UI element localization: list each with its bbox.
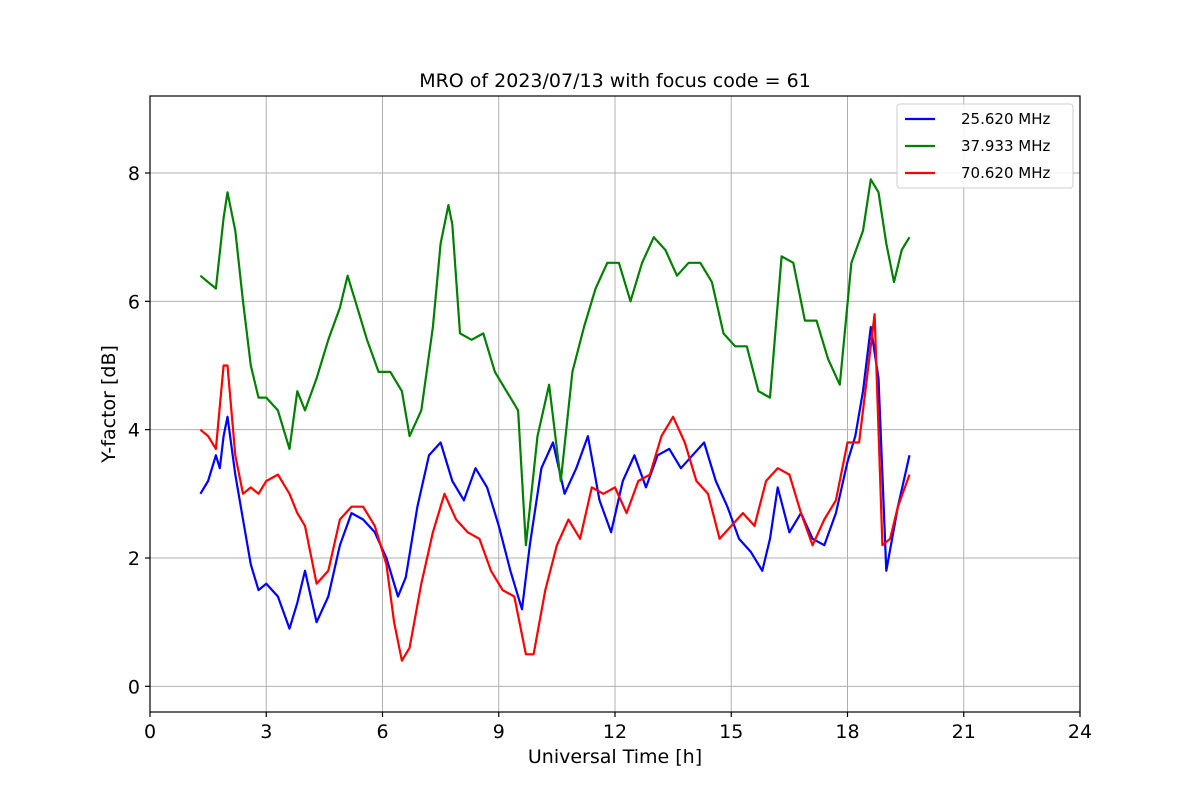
legend-box bbox=[896, 103, 1074, 189]
y-tick-label: 0 bbox=[128, 676, 140, 698]
legend-label: 25.620 MHz bbox=[961, 110, 1050, 128]
x-tick-label: 21 bbox=[952, 721, 976, 743]
x-axis-label: Universal Time [h] bbox=[528, 746, 702, 768]
legend: 25.620 MHz 37.933 MHz 70.620 MHz bbox=[896, 103, 1074, 189]
y-tick-label: 2 bbox=[128, 548, 140, 570]
x-tick-label: 24 bbox=[1068, 721, 1092, 743]
legend-label: 70.620 MHz bbox=[961, 164, 1050, 182]
y-tick-label: 6 bbox=[128, 291, 140, 313]
x-tick-label: 18 bbox=[835, 721, 859, 743]
x-tick-label: 12 bbox=[603, 721, 627, 743]
y-tick-label: 4 bbox=[128, 420, 140, 442]
series-line-2 bbox=[199, 178, 911, 547]
chart-title: MRO of 2023/07/13 with focus code = 61 bbox=[419, 70, 811, 92]
series-layer bbox=[199, 178, 911, 662]
series-line-1 bbox=[199, 325, 911, 630]
y-axis-label: Y-factor [dB] bbox=[98, 345, 120, 464]
legend-label: 37.933 MHz bbox=[961, 137, 1050, 155]
x-tick-label: 6 bbox=[376, 721, 388, 743]
x-tick-label: 3 bbox=[260, 721, 272, 743]
x-tick-label: 0 bbox=[144, 721, 156, 743]
y-tick-label: 8 bbox=[128, 163, 140, 185]
x-tick-label: 15 bbox=[719, 721, 743, 743]
x-tick-label: 9 bbox=[493, 721, 505, 743]
series-line-3 bbox=[199, 313, 911, 662]
